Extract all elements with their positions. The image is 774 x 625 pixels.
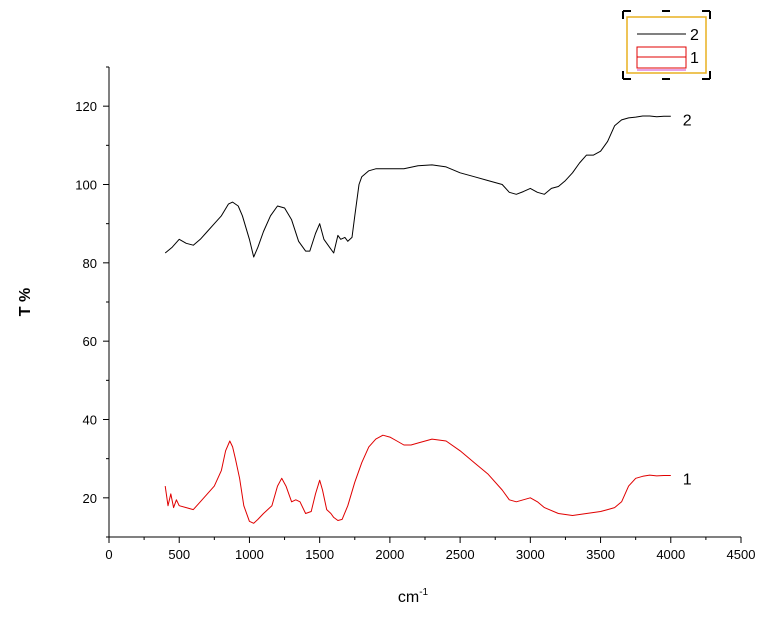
series-line-2: [164, 115, 671, 258]
legend-selection-handles: [622, 10, 711, 80]
x-tick-label: 4500: [727, 547, 756, 562]
series-end-label-2: 2: [683, 112, 692, 129]
x-axis-title: cm-1: [398, 587, 429, 606]
y-tick-label: 20: [83, 491, 97, 506]
legend-frame[interactable]: [626, 16, 707, 74]
x-tick-label: 500: [168, 547, 190, 562]
y-tick-label: 40: [83, 413, 97, 428]
x-tick-label: 3500: [586, 547, 615, 562]
x-ticks: 0 500 1000 1500 2000 2500 3000 3500 4000 4500: [105, 537, 755, 562]
x-tick-label: 2500: [446, 547, 475, 562]
series-line-1: [164, 434, 671, 524]
y-axis-title: T %: [17, 288, 34, 316]
y-tick-label: 60: [83, 334, 97, 349]
legend-label-2: 2: [690, 27, 699, 44]
x-tick-label: 4000: [656, 547, 685, 562]
x-tick-label: 3000: [516, 547, 545, 562]
y-tick-label: 120: [75, 99, 97, 114]
series-layer: 21: [164, 112, 692, 524]
y-tick-label: 100: [75, 178, 97, 193]
y-ticks: 20 40 60 80 100 120: [75, 66, 109, 538]
x-tick-label: 1000: [235, 547, 264, 562]
x-tick-label: 2000: [375, 547, 404, 562]
x-tick-label: 0: [105, 547, 112, 562]
series-end-label-1: 1: [683, 472, 692, 489]
x-tick-label: 1500: [305, 547, 334, 562]
y-tick-label: 80: [83, 256, 97, 271]
x-axis-title-base: cm: [398, 589, 419, 606]
x-axis-title-superscript: -1: [419, 587, 428, 598]
legend[interactable]: 2 1: [622, 10, 711, 80]
legend-label-1: 1: [690, 50, 699, 67]
